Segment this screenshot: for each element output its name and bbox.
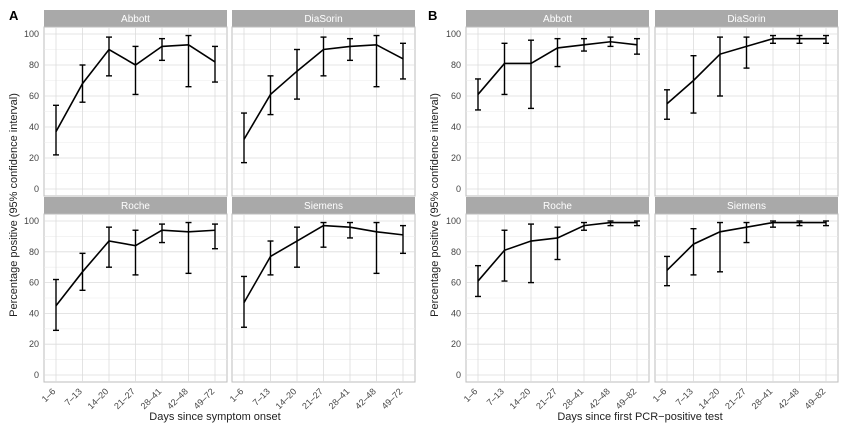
- facet-diasorin-b: DiaSorin: [654, 10, 839, 197]
- panel-a-ylabel: Percentage positive (95% confidence inte…: [8, 93, 20, 317]
- x-tick-label: 42–48: [165, 386, 190, 411]
- facet-siemens-b: Siemens 1–6 7–13 14–20 21–27 28–41 42–48 49–82: [651, 197, 839, 411]
- facet-strip-label: DiaSorin: [304, 14, 342, 25]
- x-tick-label: 28–41: [139, 386, 164, 411]
- y-tick-label: 40: [29, 308, 39, 318]
- x-tick-label: 21–27: [300, 386, 325, 411]
- facet-strip-label: DiaSorin: [727, 14, 765, 25]
- x-tick-label: 14–20: [697, 386, 722, 411]
- panel-b-ylabel: Percentage positive (95% confidence inte…: [429, 93, 441, 317]
- y-tick-label: 100: [446, 29, 461, 39]
- series-line: [477, 221, 637, 282]
- y-tick-label: 60: [29, 278, 39, 288]
- y-tick-label: 100: [446, 216, 461, 226]
- x-tick-label: 1–6: [462, 386, 480, 404]
- series-line: [477, 40, 638, 95]
- facet-strip-label: Siemens: [304, 201, 343, 212]
- y-tick-label: 0: [456, 184, 461, 194]
- y-tick-label: 40: [29, 122, 39, 132]
- facet-strip-label: Roche: [543, 201, 572, 212]
- x-tick-label: 1–6: [651, 386, 669, 404]
- y-tick-label: 100: [24, 29, 39, 39]
- series-line: [243, 44, 404, 140]
- facet-strip: [232, 10, 415, 27]
- y-tick-label: 0: [456, 370, 461, 380]
- series-line: [55, 229, 216, 307]
- x-tick-label: 49–82: [614, 386, 639, 411]
- x-tick-label: 21–27: [534, 386, 559, 411]
- x-tick-label: 42–48: [776, 386, 801, 411]
- facet-strip: [44, 197, 227, 214]
- panel-a-xlabel: Days since symptom onset: [149, 411, 280, 423]
- series-line: [55, 44, 216, 133]
- facet-strip: [655, 197, 838, 214]
- y-tick-label: 80: [29, 60, 39, 70]
- series-line: [666, 37, 826, 105]
- x-tick-label: 49–72: [380, 386, 405, 411]
- facet-strip: [466, 197, 649, 214]
- x-tick-label: 1–6: [228, 386, 246, 404]
- y-tick-label: 60: [29, 91, 39, 101]
- facet-strip-label: Siemens: [727, 201, 766, 212]
- facet-siemens-a: Siemens 1–6 7–13 14–20 21–27 28–41 42–48 49–72: [228, 197, 416, 411]
- series-line: [666, 221, 826, 271]
- x-tick-label: 49–82: [803, 386, 828, 411]
- x-tick-label: 7–13: [674, 386, 695, 407]
- y-tick-label: 0: [34, 370, 39, 380]
- facet-diasorin-a: DiaSorin: [231, 10, 416, 197]
- y-tick-label: 60: [451, 278, 461, 288]
- y-tick-label: 100: [24, 216, 39, 226]
- panel-a-tag: A: [9, 8, 19, 23]
- y-tick-label: 20: [451, 153, 461, 163]
- facet-abbott-b: Abbott 0 20 40 60 80 100: [446, 10, 650, 197]
- y-tick-label: 20: [29, 339, 39, 349]
- x-tick-label: 14–20: [274, 386, 299, 411]
- series-line: [243, 224, 404, 304]
- facet-strip: [466, 10, 649, 27]
- facet-strip: [655, 10, 838, 27]
- x-tick-label: 7–13: [485, 386, 506, 407]
- x-tick-label: 49–72: [192, 386, 217, 411]
- x-tick-label: 28–41: [750, 386, 775, 411]
- y-tick-label: 80: [451, 60, 461, 70]
- y-tick-label: 80: [451, 247, 461, 257]
- x-tick-label: 42–48: [587, 386, 612, 411]
- x-tick-label: 7–13: [63, 386, 84, 407]
- y-tick-label: 40: [451, 122, 461, 132]
- facet-abbott-a: Abbott 0 20 40 60 80 100: [24, 10, 228, 197]
- x-tick-label: 14–20: [86, 386, 111, 411]
- facet-strip-label: Abbott: [543, 14, 572, 25]
- facet-strip: [44, 10, 227, 27]
- y-tick-label: 0: [34, 184, 39, 194]
- facet-strip: [232, 197, 415, 214]
- x-tick-label: 28–41: [561, 386, 586, 411]
- facet-strip-label: Abbott: [121, 14, 150, 25]
- y-tick-label: 20: [29, 153, 39, 163]
- x-tick-label: 42–48: [353, 386, 378, 411]
- y-tick-label: 40: [451, 308, 461, 318]
- facet-strip-label: Roche: [121, 201, 150, 212]
- y-tick-label: 20: [451, 339, 461, 349]
- panel-b-tag: B: [428, 8, 437, 23]
- x-tick-label: 7–13: [251, 386, 272, 407]
- y-tick-label: 60: [451, 91, 461, 101]
- x-tick-label: 14–20: [508, 386, 533, 411]
- x-tick-label: 21–27: [112, 386, 137, 411]
- x-tick-label: 1–6: [40, 386, 58, 404]
- x-tick-label: 21–27: [723, 386, 748, 411]
- x-tick-label: 28–41: [327, 386, 352, 411]
- panel-b-xlabel: Days since first PCR−positive test: [557, 411, 722, 423]
- y-tick-label: 80: [29, 247, 39, 257]
